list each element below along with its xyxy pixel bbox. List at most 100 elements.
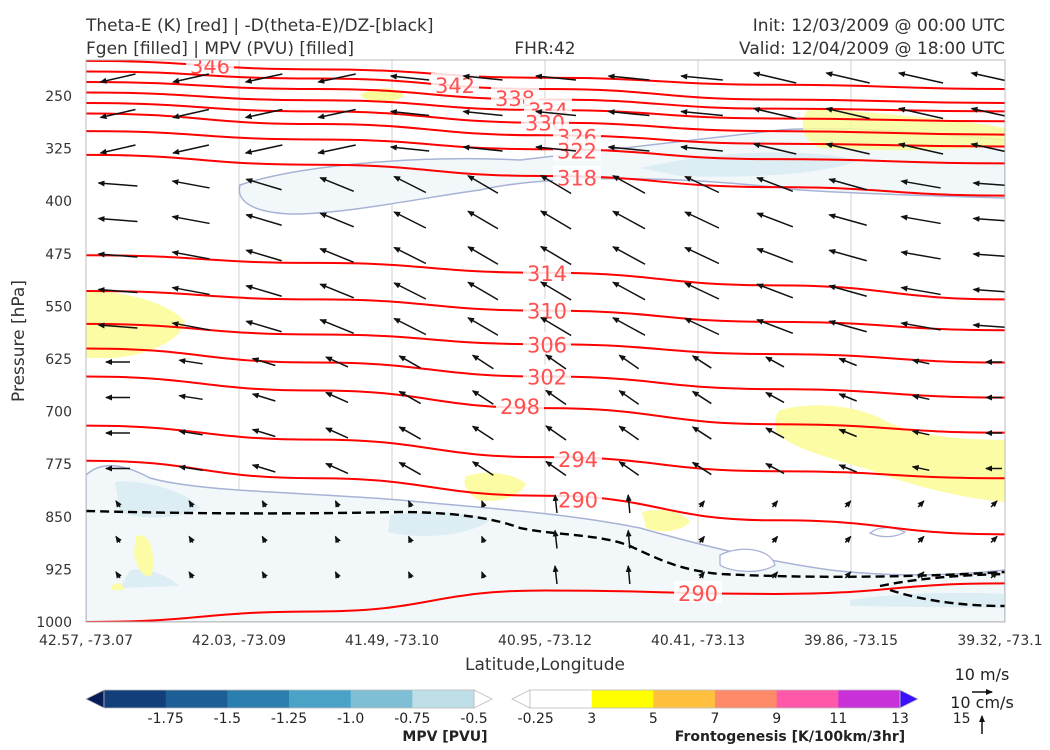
colorbar-segment [530, 690, 593, 708]
wind-vector [172, 144, 210, 155]
colorbar-tick-label: 5 [649, 711, 658, 727]
wind-vector [535, 144, 577, 152]
wind-vector [691, 461, 712, 476]
theta-e-label-bg [496, 394, 544, 417]
wind-vector [618, 461, 640, 476]
wind-vector [545, 425, 567, 441]
wind-vector [171, 250, 210, 260]
wind-vector [462, 73, 503, 81]
wind-vector [245, 178, 282, 191]
vertical-key-label: 10 cm/s [950, 693, 1014, 712]
wind-vector [756, 176, 794, 193]
theta-e-line [86, 60, 1005, 90]
wind-vector [765, 427, 785, 439]
wind-vector [900, 214, 941, 225]
wind-vector [684, 175, 720, 194]
colorbar-segment [653, 690, 716, 708]
x-axis: 42.57, -73.07 42.03, -73.09 41.49, -73.10 4… [39, 633, 1043, 649]
wind-vector [844, 500, 852, 508]
wind-vector [552, 565, 559, 585]
wind-vector [545, 354, 567, 370]
wind-vector [684, 282, 720, 300]
wind-vector [481, 571, 487, 579]
wind-vector [471, 354, 494, 370]
colorbar-tick-label: 15 [953, 711, 971, 727]
colorbar-segment [350, 690, 413, 708]
colorbar-segment [227, 690, 290, 708]
y-tick-label: 325 [45, 142, 72, 158]
x-tick-label: 42.57, -73.07 [39, 633, 133, 649]
wind-vector [900, 321, 941, 331]
wind-vector [393, 317, 427, 336]
wind-vector [393, 246, 427, 265]
wind-vector [825, 106, 870, 120]
wind-vector [838, 357, 857, 367]
fgen-colorbar-title: Frontogenesis [K/100km/3hr] [675, 729, 905, 745]
wind-vector [972, 180, 1005, 187]
theta-e-line [86, 130, 1005, 165]
wind-vector [251, 392, 276, 402]
wind-vector [765, 356, 785, 368]
vector-key: 10 m/s 10 cm/s [950, 665, 1014, 734]
wind-vector [481, 535, 487, 544]
colorbar-tick-label: 3 [587, 711, 596, 727]
wind-vector [691, 355, 712, 369]
wind-vector [115, 535, 122, 544]
colorbar-tick-label: -1.75 [148, 711, 184, 727]
colorbar-frame [529, 689, 901, 709]
theta-e-label-bg [554, 447, 602, 470]
wind-vector [393, 282, 427, 300]
wind-vector [545, 460, 567, 477]
wind-vector [917, 500, 925, 508]
wind-vector [188, 500, 195, 508]
wind-vector [552, 529, 559, 549]
colorbar-extend-max [473, 689, 493, 709]
theta-e-label-bg [523, 332, 571, 355]
colorbar-segment [591, 690, 654, 708]
theta-e-label: 294 [558, 448, 598, 472]
colorbar-segment [104, 690, 167, 708]
x-axis-label: Latitude,Longitude [465, 655, 625, 675]
theta-e-label-bg [553, 138, 601, 161]
colorbar-extend-min [85, 689, 105, 709]
wind-vector [319, 248, 355, 263]
y-tick-label: 550 [45, 299, 72, 315]
wind-vector [389, 109, 430, 117]
wind-vector [334, 535, 341, 544]
wind-vector [972, 251, 1005, 258]
wind-vector [261, 500, 268, 508]
wind-vector [607, 73, 650, 81]
title-line-2: Fgen [filled] | MPV (PVU) [filled] [86, 39, 354, 59]
wind-vector [612, 210, 646, 230]
colorbar-segment [715, 690, 778, 708]
wind-vector [398, 426, 422, 440]
wind-vector [178, 358, 203, 365]
wind-vector [467, 175, 499, 194]
wind-vector [828, 213, 867, 226]
theta-e-label: 310 [527, 300, 567, 324]
wind-vector [680, 144, 723, 152]
wind-vector [244, 108, 283, 120]
wind-vector [838, 428, 857, 438]
y-tick-label: 700 [45, 405, 72, 421]
wind-vector [618, 390, 640, 405]
theta-e-line [86, 375, 1005, 434]
wind-vector [393, 175, 427, 194]
wind-vector [684, 246, 720, 265]
wind-vector [612, 281, 646, 301]
wind-vector [756, 283, 794, 299]
plot-frame [85, 59, 1006, 623]
y-tick-label: 925 [45, 562, 72, 578]
wind-vector [607, 109, 650, 117]
theta-e-label: 302 [527, 366, 567, 390]
wind-vector [680, 109, 723, 117]
wind-vector [752, 142, 797, 155]
wind-vector [612, 175, 646, 194]
wind-vector [972, 215, 1005, 222]
wind-vector [970, 106, 1005, 117]
wind-vector [245, 284, 282, 297]
wind-vector [171, 214, 210, 225]
wind-vector [462, 144, 503, 152]
wind-vector [471, 425, 494, 441]
